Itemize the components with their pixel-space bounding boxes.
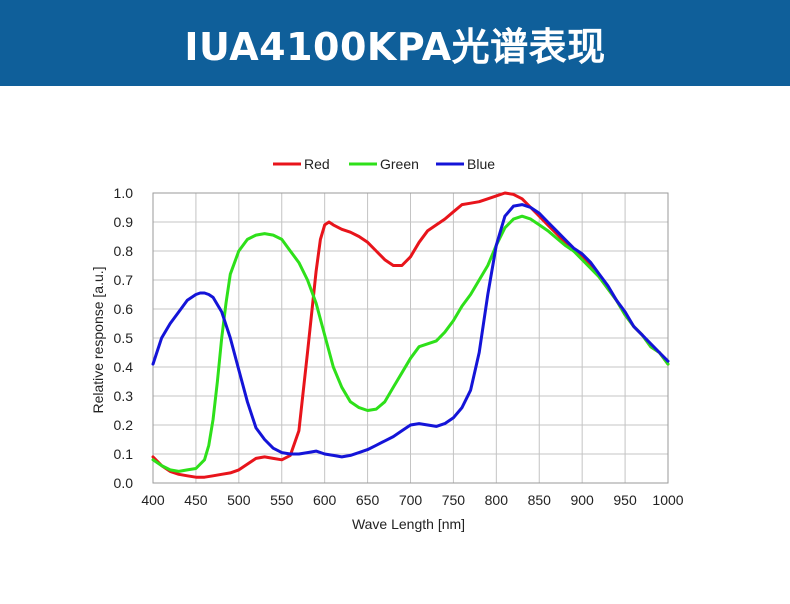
y-tick-label: 0.4 — [114, 359, 134, 375]
x-tick-label: 700 — [399, 492, 423, 508]
y-tick-label: 0.8 — [114, 243, 134, 259]
x-tick-label: 750 — [442, 492, 466, 508]
y-tick-label: 1.0 — [114, 185, 134, 201]
x-tick-label: 900 — [570, 492, 594, 508]
y-tick-label: 0.1 — [114, 446, 134, 462]
legend-label-green: Green — [380, 156, 419, 172]
plot-frame — [152, 192, 669, 484]
x-tick-label: 450 — [184, 492, 208, 508]
y-tick-label: 0.6 — [114, 301, 134, 317]
legend-label-red: Red — [304, 156, 330, 172]
series-line-blue — [151, 203, 670, 459]
legend-label-blue: Blue — [467, 156, 495, 172]
x-tick-label: 400 — [141, 492, 165, 508]
x-tick-label: 500 — [227, 492, 251, 508]
x-tick-label: 650 — [356, 492, 380, 508]
axes: 400 450 500 550 600 650 700 750 800 850 900 950 1000… — [114, 185, 684, 508]
x-tick-label: 550 — [270, 492, 294, 508]
page-title: IUA4100KPA光谱表现 — [184, 24, 606, 69]
y-tick-label: 0.0 — [114, 475, 134, 491]
x-tick-label: 1000 — [652, 492, 683, 508]
x-tick-label: 600 — [313, 492, 337, 508]
y-tick-label: 0.3 — [114, 388, 134, 404]
series-lines — [151, 191, 670, 479]
x-tick-label: 950 — [613, 492, 637, 508]
legend: Red Green Blue — [273, 156, 495, 172]
x-tick-label: 850 — [528, 492, 552, 508]
y-tick-label: 0.5 — [114, 330, 134, 346]
y-tick-label: 0.7 — [114, 272, 134, 288]
y-tick-label: 0.9 — [114, 214, 134, 230]
header-banner: IUA4100KPA光谱表现 — [0, 0, 790, 86]
x-tick-label: 800 — [485, 492, 509, 508]
x-axis-label: Wave Length [nm] — [352, 516, 465, 532]
y-tick-label: 0.2 — [114, 417, 134, 433]
y-axis-label: Relative response [a.u.] — [90, 266, 106, 413]
